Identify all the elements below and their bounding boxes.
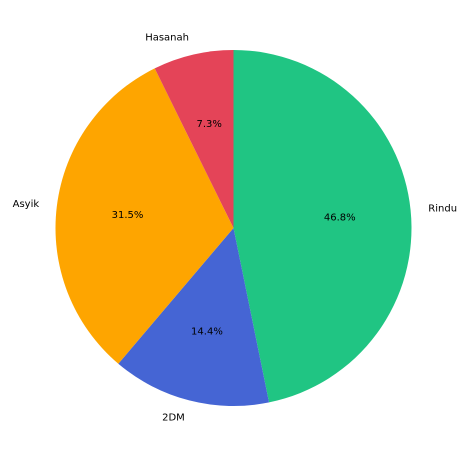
percent-label-asyik: 31.5% (112, 210, 144, 221)
percent-label-hasanah: 7.3% (197, 119, 222, 130)
slice-label-2dm: 2DM (162, 413, 185, 424)
slice-label-asyik: Asyik (13, 199, 40, 210)
pie-slice-rindu (234, 50, 412, 402)
percent-label-2dm: 14.4% (191, 326, 223, 337)
percent-label-rindu: 46.8% (324, 212, 356, 223)
slice-label-hasanah: Hasanah (145, 32, 189, 43)
pie-slices (55, 50, 411, 406)
slice-label-rindu: Rindu (428, 203, 457, 214)
